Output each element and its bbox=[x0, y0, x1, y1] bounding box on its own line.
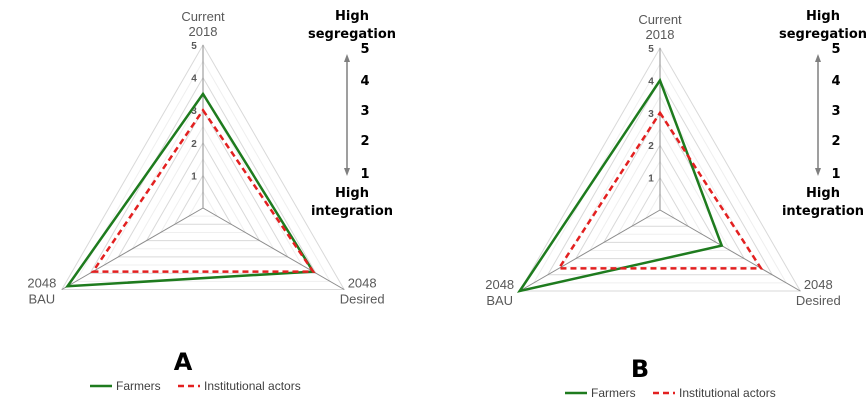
axis-label-bau: BAU bbox=[486, 293, 513, 308]
scale-bottom-line2: integration bbox=[782, 204, 864, 219]
tick-label: 3 bbox=[648, 109, 654, 120]
scale-number: 5 bbox=[360, 42, 369, 57]
grid-ring bbox=[75, 60, 331, 282]
axis-label-desired-year: 2048 bbox=[804, 277, 833, 292]
grid-ring bbox=[159, 158, 247, 233]
scale-bottom-line1: High bbox=[335, 186, 369, 201]
scale-number: 1 bbox=[360, 167, 369, 182]
series-farmers-polygon bbox=[516, 77, 724, 293]
axis-label-current: Current bbox=[181, 9, 225, 24]
radar-chart-a: 12345Current20182048Desired2048BAUHighse… bbox=[27, 9, 396, 393]
grid-ring bbox=[518, 47, 802, 292]
scale-number: 3 bbox=[831, 104, 840, 119]
series-farmers-polygon bbox=[64, 91, 316, 288]
grid-ring bbox=[131, 125, 275, 250]
scale-number: 4 bbox=[831, 74, 840, 89]
tick-label: 4 bbox=[191, 74, 197, 85]
scale-top-line1: High bbox=[335, 9, 369, 24]
tick-label: 4 bbox=[648, 76, 654, 87]
grid-ring bbox=[145, 141, 261, 242]
axis-label-current-year: 2018 bbox=[189, 24, 218, 39]
scale-number: 2 bbox=[831, 134, 840, 149]
legend: Farmers Institutional actors bbox=[565, 386, 776, 400]
scale-number: 4 bbox=[360, 74, 369, 89]
radar-chart-b: 12345Current20182048Desired2048BAUHighse… bbox=[485, 9, 867, 400]
radar-grid bbox=[518, 47, 802, 292]
scale-arrow-down-icon bbox=[344, 168, 350, 176]
axis-label-desired: Desired bbox=[340, 292, 385, 307]
scale-arrow-down-icon bbox=[815, 168, 821, 176]
legend-label-farmers: Farmers bbox=[116, 379, 161, 393]
grid-ring bbox=[631, 176, 689, 227]
scale-top-line2: segregation bbox=[308, 27, 396, 42]
scale-number: 2 bbox=[360, 134, 369, 149]
axis-label-bau-year: 2048 bbox=[485, 277, 514, 292]
axis-spoke bbox=[202, 207, 345, 290]
scale-bottom-line2: integration bbox=[311, 204, 393, 219]
tick-label: 3 bbox=[191, 106, 197, 117]
axis-spoke bbox=[61, 207, 204, 290]
grid-ring bbox=[173, 174, 233, 225]
grid-ring bbox=[560, 95, 760, 268]
axis-label-bau: BAU bbox=[28, 292, 55, 307]
scale-number: 5 bbox=[831, 42, 840, 57]
scale-arrow-up-icon bbox=[815, 54, 821, 62]
tick-label: 2 bbox=[648, 141, 654, 152]
grid-ring bbox=[588, 128, 732, 251]
grid-ring bbox=[60, 43, 346, 290]
axis-label-bau-year: 2048 bbox=[27, 276, 56, 291]
grid-ring bbox=[188, 190, 218, 217]
scale-number: 1 bbox=[831, 167, 840, 182]
scale-top-line1: High bbox=[806, 9, 840, 24]
axis-label-current: Current bbox=[638, 12, 682, 27]
grid-ring bbox=[117, 109, 289, 258]
radar-grid bbox=[60, 43, 346, 290]
axis-label-desired-year: 2048 bbox=[348, 276, 377, 291]
scale-arrow-up-icon bbox=[344, 54, 350, 62]
legend-label-farmers: Farmers bbox=[591, 386, 636, 400]
tick-label: 2 bbox=[191, 139, 197, 150]
axis-spoke bbox=[519, 209, 661, 292]
scale-bottom-line1: High bbox=[806, 186, 840, 201]
panel-letter: B bbox=[631, 355, 649, 383]
axis-label-desired: Desired bbox=[796, 293, 841, 308]
grid-ring bbox=[645, 192, 675, 219]
tick-label: 5 bbox=[648, 44, 654, 55]
scale-top-line2: segregation bbox=[779, 27, 867, 42]
legend-label-institutional-actors: Institutional actors bbox=[204, 379, 301, 393]
axis-spoke bbox=[659, 209, 801, 292]
grid-ring bbox=[617, 160, 703, 235]
grid-ring bbox=[546, 79, 774, 276]
axis-label-current-year: 2018 bbox=[646, 27, 675, 42]
panel-letter: A bbox=[174, 348, 193, 376]
series-institutional-actors-polygon bbox=[556, 110, 764, 270]
grid-ring bbox=[603, 144, 717, 243]
scale-number: 3 bbox=[360, 104, 369, 119]
tick-label: 5 bbox=[191, 41, 197, 52]
tick-label: 1 bbox=[191, 171, 197, 182]
legend: Farmers Institutional actors bbox=[90, 379, 301, 393]
series-institutional-actors-polygon bbox=[90, 107, 316, 273]
grid-ring bbox=[103, 92, 303, 266]
legend-label-institutional-actors: Institutional actors bbox=[679, 386, 776, 400]
tick-label: 1 bbox=[648, 174, 654, 185]
